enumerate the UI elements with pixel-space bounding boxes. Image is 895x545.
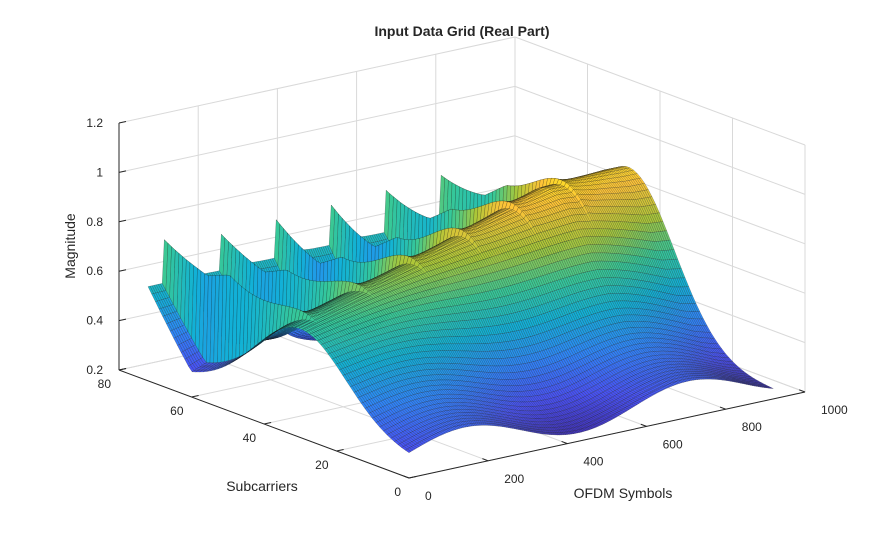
surface-plot: 020040060080010000204060800.20.40.60.811… [0,0,895,540]
